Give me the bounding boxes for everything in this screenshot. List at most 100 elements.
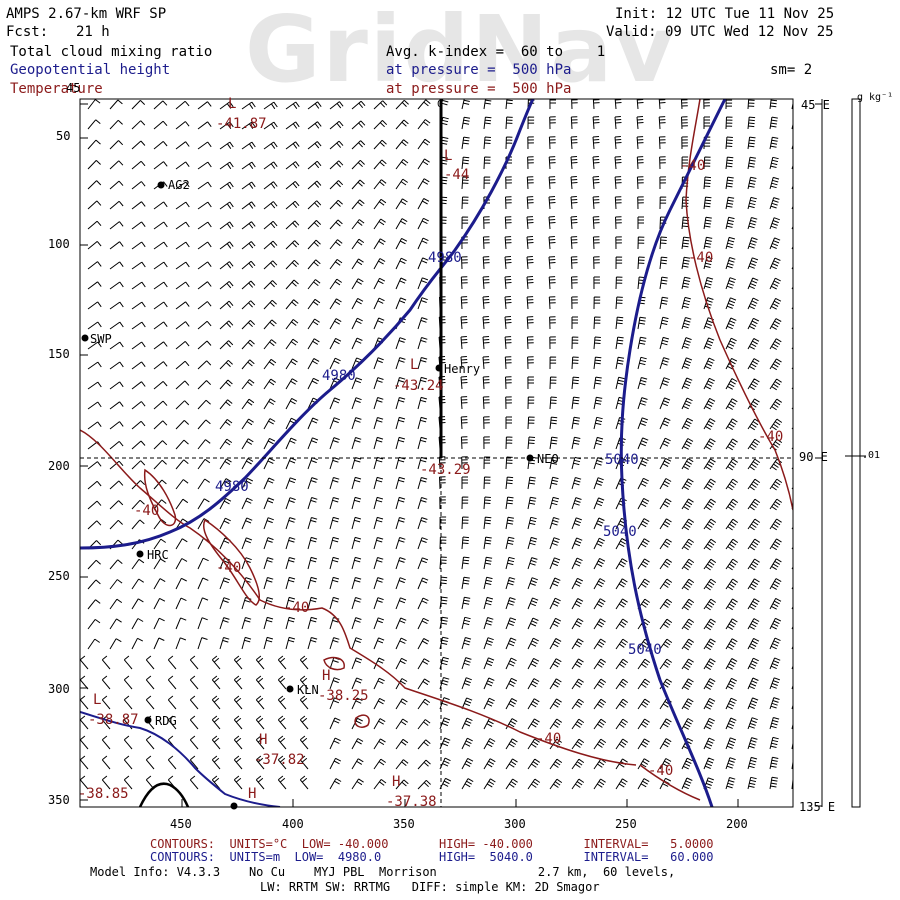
wind-barb	[681, 357, 693, 370]
wind-barb	[593, 678, 607, 690]
wind-barb	[548, 136, 556, 150]
wind-barb	[483, 778, 496, 790]
wind-barb	[505, 99, 513, 110]
wind-barb	[703, 377, 715, 390]
height-label-4980-a: 4980	[428, 250, 462, 266]
wind-barb	[504, 256, 512, 270]
wind-barb	[131, 261, 146, 270]
wind-barb	[329, 140, 344, 150]
wind-barb	[219, 359, 233, 370]
wind-barb	[548, 176, 556, 190]
wind-barb	[659, 498, 672, 510]
wind-barb	[614, 156, 622, 170]
wind-barb	[769, 637, 781, 650]
wind-barb	[241, 121, 256, 130]
wind-barb	[263, 517, 274, 530]
wind-barb	[373, 159, 387, 170]
wind-barb	[87, 579, 101, 590]
wind-barb	[277, 775, 287, 790]
wind-barb	[659, 777, 672, 790]
wind-barb	[417, 178, 430, 190]
wind-barb	[505, 496, 514, 510]
wind-barb	[241, 537, 253, 550]
wind-barb	[373, 537, 384, 550]
wind-barb	[703, 116, 710, 129]
wind-barb	[483, 556, 493, 570]
wind-barb	[681, 538, 694, 551]
wind-barb	[329, 239, 343, 250]
wind-barb	[703, 458, 716, 471]
wind-barb	[241, 181, 256, 190]
wind-barb	[329, 337, 342, 350]
wind-barb	[769, 197, 780, 210]
wind-barb	[703, 598, 716, 611]
wind-barb	[395, 436, 406, 450]
wind-barb	[791, 526, 793, 530]
wind-barb	[769, 318, 782, 330]
wind-barb	[329, 219, 343, 230]
wind-barb	[395, 657, 408, 670]
wind-barb	[636, 136, 644, 150]
wind-barb	[175, 281, 190, 290]
wind-barb	[109, 361, 124, 370]
wind-barb	[505, 556, 515, 570]
wind-barb	[527, 698, 540, 710]
wind-barb	[747, 717, 758, 730]
extremum-type-7: H	[259, 732, 268, 748]
station-label-neo: NEO	[537, 452, 559, 466]
wind-barb	[263, 240, 278, 250]
wind-barb	[373, 557, 384, 570]
wind-barb	[527, 678, 540, 690]
wind-barb	[197, 439, 211, 450]
wind-barb	[725, 697, 737, 710]
wind-barb	[241, 636, 252, 650]
wind-barb	[725, 458, 738, 471]
wind-barb	[373, 277, 386, 290]
wind-barb	[219, 281, 234, 290]
wind-barb	[80, 655, 89, 670]
wind-barb	[505, 436, 513, 450]
wind-barb	[373, 297, 385, 310]
wind-barb	[703, 757, 715, 770]
x-tick-marks	[181, 799, 739, 807]
wind-barb	[417, 557, 429, 570]
wind-barb	[109, 460, 124, 470]
wind-barb	[549, 638, 562, 650]
wind-barb	[703, 478, 716, 491]
wind-barb	[725, 757, 736, 770]
wind-barb	[285, 378, 298, 390]
wind-barb	[527, 476, 536, 490]
wind-barb	[153, 637, 165, 650]
y-tick-marks	[80, 103, 88, 801]
wind-barb	[307, 437, 319, 450]
wind-barb	[505, 758, 518, 770]
wind-barb	[549, 597, 561, 610]
wind-barb	[549, 778, 563, 790]
wind-barb	[637, 336, 647, 350]
wind-barb	[373, 456, 384, 470]
wind-barb	[145, 675, 155, 690]
y-tick-300: 300	[48, 682, 70, 696]
wind-barb	[167, 695, 177, 710]
wind-barb	[769, 378, 782, 391]
wind-barb	[373, 179, 387, 190]
temp-contour-loop3	[323, 656, 345, 671]
wind-barb	[395, 218, 408, 230]
wind-barb	[87, 200, 102, 210]
wind-barb	[285, 497, 296, 510]
pressure-level-1: at pressure = 500 hPa	[386, 62, 572, 78]
wind-barb	[131, 381, 146, 390]
wind-barb	[482, 296, 490, 310]
wind-barb	[197, 241, 212, 250]
wind-barb	[153, 440, 168, 450]
wind-barb	[241, 161, 256, 170]
wind-barb	[395, 377, 406, 390]
wind-barb	[373, 516, 384, 530]
wind-barb	[307, 318, 320, 330]
height-contour-5040	[619, 99, 727, 807]
wind-barb	[461, 778, 474, 790]
wind-barb	[593, 598, 606, 610]
wind-barb	[87, 599, 101, 610]
wind-barb	[571, 436, 581, 450]
wind-barb	[439, 737, 451, 750]
